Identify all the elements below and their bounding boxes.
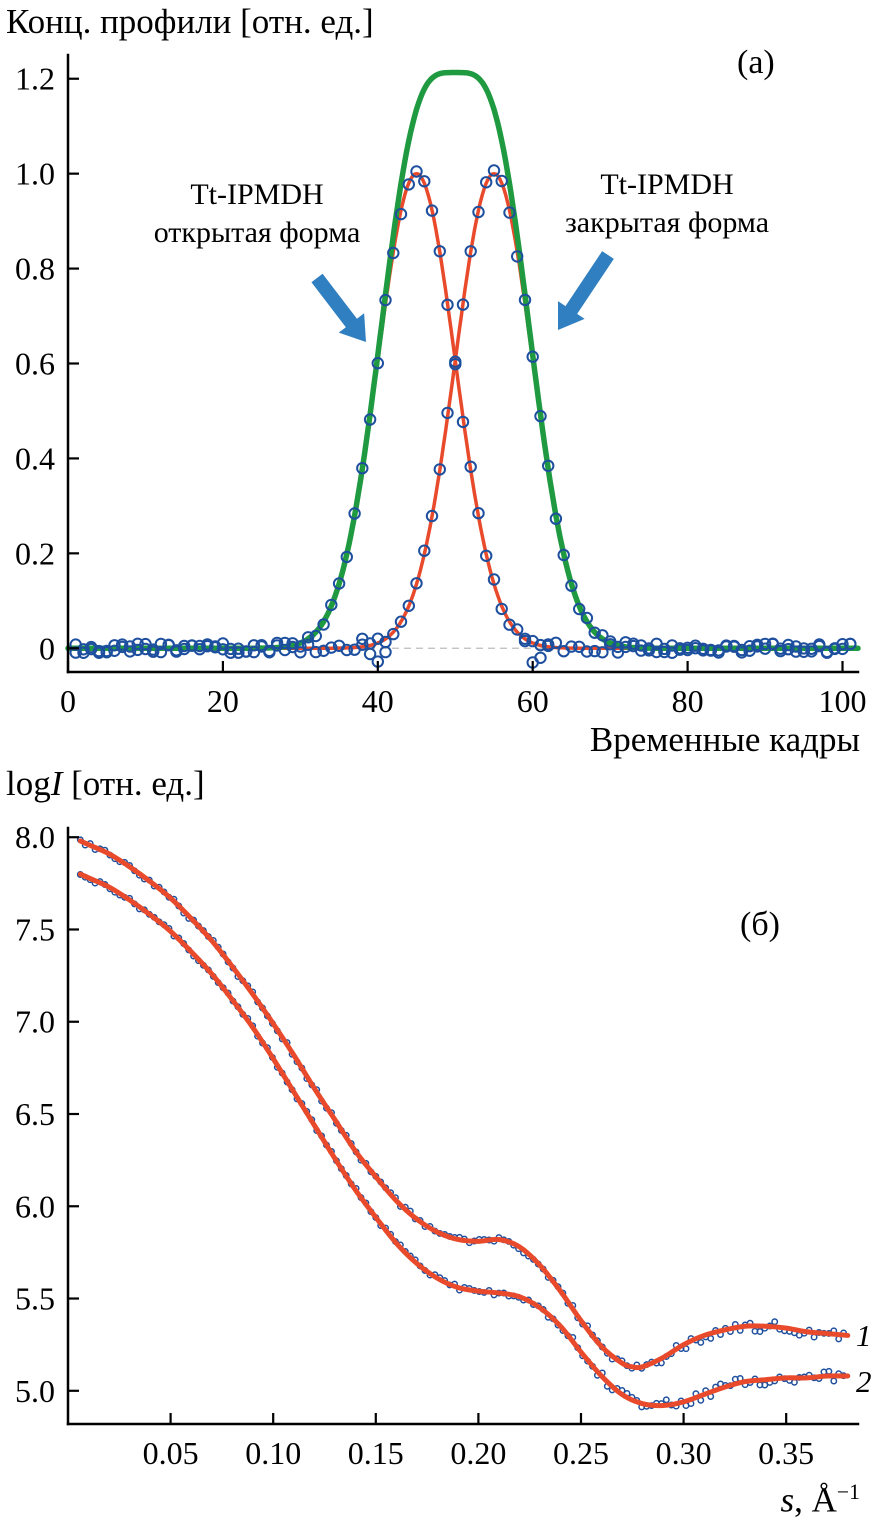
curve-1-label: 1 [856, 1318, 872, 1353]
svg-text:1.0: 1.0 [15, 156, 55, 192]
panel-b-title-units: [отн. ед.] [62, 764, 205, 803]
panel-b-title: logI [отн. ед.] [6, 764, 205, 804]
svg-text:5.5: 5.5 [15, 1281, 55, 1317]
svg-text:0.35: 0.35 [758, 1435, 814, 1471]
svg-text:20: 20 [207, 683, 239, 719]
svg-text:40: 40 [362, 683, 394, 719]
curve-2-label: 2 [856, 1364, 872, 1399]
annotation-closed-form-line1: Tt-IPMDH [600, 168, 734, 201]
panel-b-plot: 0.05 0.10 0.15 0.20 0.25 0.30 0.35 5.0 5.5 6.0 6.5… [15, 819, 860, 1471]
svg-text:0.25: 0.25 [553, 1435, 609, 1471]
svg-text:0.8: 0.8 [15, 251, 55, 287]
svg-text:8.0: 8.0 [15, 819, 55, 855]
svg-text:0: 0 [60, 683, 76, 719]
panel-b-label: (б) [740, 906, 780, 943]
svg-text:0.05: 0.05 [143, 1435, 199, 1471]
panel-b-xaxis-units: , Å [794, 1480, 837, 1520]
annotation-open-form-line2: открытая форма [153, 215, 361, 249]
svg-text:1.2: 1.2 [15, 61, 55, 97]
panel-b-title-intensity-symbol: I [50, 764, 63, 803]
svg-text:6.0: 6.0 [15, 1188, 55, 1224]
svg-text:0.2: 0.2 [15, 535, 55, 571]
annotation-open-form: Tt-IPMDH открытая форма [97, 176, 417, 252]
annotation-closed-form: Tt-IPMDH закрытая форма [507, 166, 827, 242]
panel-b-xaxis-label: s, Å−1 [781, 1480, 860, 1521]
annotation-closed-form-line2: закрытая форма [564, 205, 770, 239]
svg-text:5.0: 5.0 [15, 1373, 55, 1409]
svg-text:0.10: 0.10 [245, 1435, 301, 1471]
panel-a-label: (а) [737, 44, 775, 81]
scattering-vector-symbol: s [780, 1480, 795, 1520]
svg-text:80: 80 [672, 683, 704, 719]
svg-text:7.0: 7.0 [15, 1004, 55, 1040]
svg-text:6.5: 6.5 [15, 1096, 55, 1132]
panel-a-title: Конц. профили [отн. ед.] [6, 2, 374, 41]
svg-text:0.30: 0.30 [656, 1435, 712, 1471]
svg-text:0.6: 0.6 [15, 346, 55, 382]
panel-b-xaxis-exponent: −1 [836, 1480, 860, 1504]
panel-b-title-log: log [6, 764, 51, 803]
svg-text:0.15: 0.15 [348, 1435, 404, 1471]
svg-text:0.4: 0.4 [15, 440, 55, 476]
svg-text:100: 100 [819, 683, 867, 719]
svg-text:60: 60 [517, 683, 549, 719]
svg-text:7.5: 7.5 [15, 911, 55, 947]
panel-a-plot: 0 20 40 60 80 100 0 0.2 0.4 0.6 0.8 1.0 1.2 [15, 53, 867, 719]
svg-text:0: 0 [39, 630, 55, 666]
panel-a-xaxis-label: Временные кадры [589, 720, 860, 759]
annotation-open-form-line1: Tt-IPMDH [190, 178, 324, 211]
svg-text:0.20: 0.20 [450, 1435, 506, 1471]
